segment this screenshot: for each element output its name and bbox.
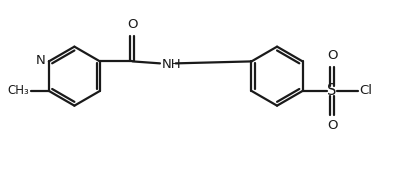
Text: Cl: Cl [360,84,372,97]
Text: O: O [327,119,337,133]
Text: S: S [327,83,337,98]
Text: O: O [327,49,337,62]
Text: O: O [127,18,138,31]
Text: N: N [36,54,46,67]
Text: NH: NH [162,58,182,71]
Text: CH₃: CH₃ [8,84,29,97]
